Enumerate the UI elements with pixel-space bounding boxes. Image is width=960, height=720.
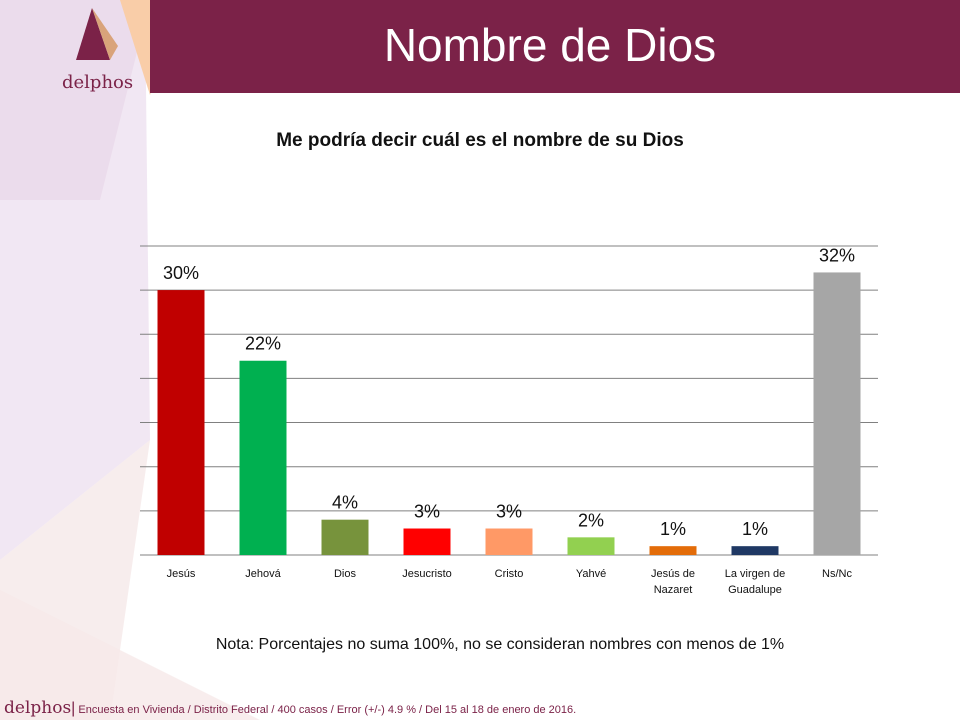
data-label: 4% [332, 493, 358, 513]
data-label: 22% [245, 334, 281, 354]
data-label: 30% [163, 263, 199, 283]
data-label: 32% [819, 245, 855, 265]
x-tick-label: Jesús de [651, 568, 695, 580]
bar-chart: 30% Jesús 22% Jehová 4% Dios 3% Jesucristo 3% Cri… [140, 245, 878, 596]
chart-note: Nota: Porcentajes no suma 100%, no se co… [215, 636, 785, 653]
data-label: 1% [742, 519, 768, 539]
bar-1 [157, 290, 205, 555]
x-tick-label: Cristo [495, 568, 524, 580]
bar-2 [239, 360, 287, 555]
x-tick-label: Nazaret [654, 584, 693, 596]
logo-mark [76, 8, 110, 60]
data-label: 3% [496, 502, 522, 522]
x-tick-label: Guadalupe [728, 584, 782, 596]
logo-text: delphos [62, 72, 134, 93]
bar-6 [567, 537, 615, 555]
footer-separator: | [71, 700, 76, 717]
bar-8 [731, 546, 779, 555]
x-tick-label: Jesucristo [402, 568, 452, 580]
x-tick-label: Jesús [167, 568, 196, 580]
bar-9 [813, 272, 861, 555]
x-tick-label: Ns/Nc [822, 568, 852, 580]
footer-text: Encuesta en Vivienda / Distrito Federal … [78, 704, 577, 716]
footer: delphos| Encuesta en Vivienda / Distrito… [4, 698, 576, 718]
bar-7 [649, 546, 697, 555]
footer-brand: delphos [4, 698, 72, 718]
page-title: Nombre de Dios [383, 19, 717, 71]
x-tick-label: Jehová [245, 568, 281, 580]
x-tick-label: La virgen de [725, 568, 786, 580]
x-tick-label: Dios [334, 568, 357, 580]
bar-4 [403, 528, 451, 555]
x-tick-label: Yahvé [576, 568, 606, 580]
bar-5 [485, 528, 533, 555]
chart-title: Me podría decir cuál es el nombre de su … [276, 130, 684, 151]
data-label: 2% [578, 510, 604, 530]
bar-3 [321, 519, 369, 555]
data-label: 1% [660, 519, 686, 539]
data-label: 3% [414, 502, 440, 522]
